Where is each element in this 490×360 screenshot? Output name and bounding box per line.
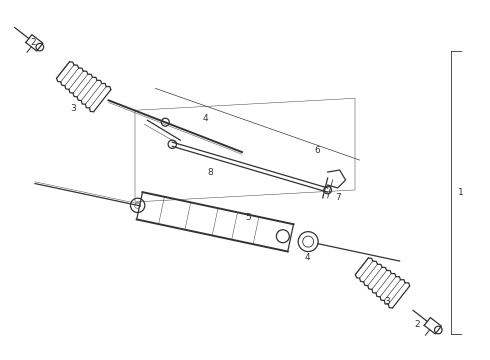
Text: 2: 2 bbox=[30, 38, 36, 47]
Text: 8: 8 bbox=[207, 167, 213, 176]
Text: 7: 7 bbox=[335, 193, 341, 202]
Text: 6: 6 bbox=[315, 145, 320, 154]
Text: 3: 3 bbox=[70, 104, 75, 113]
Text: 5: 5 bbox=[245, 213, 251, 222]
Text: 3: 3 bbox=[385, 297, 391, 306]
Text: 4: 4 bbox=[305, 253, 311, 262]
Text: 4: 4 bbox=[202, 114, 208, 123]
Text: 1: 1 bbox=[458, 188, 464, 197]
Text: 2: 2 bbox=[415, 320, 420, 329]
